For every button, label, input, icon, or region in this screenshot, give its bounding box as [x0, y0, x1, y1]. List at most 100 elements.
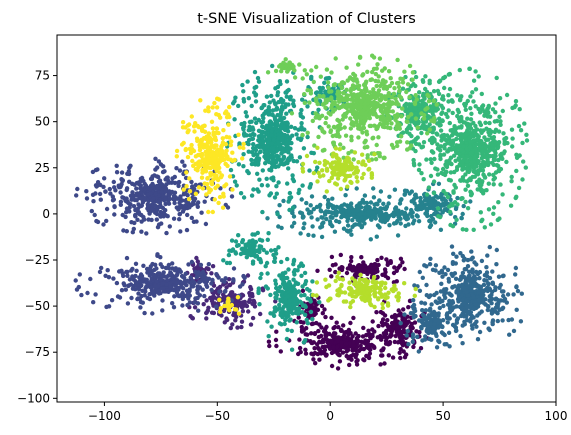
scatter-point: [493, 285, 498, 290]
scatter-point: [179, 281, 184, 287]
scatter-point: [446, 72, 451, 77]
scatter-point: [129, 220, 134, 225]
scatter-point: [238, 191, 244, 196]
scatter-point: [378, 362, 383, 367]
scatter-point: [155, 252, 160, 257]
scatter-point: [260, 113, 265, 118]
scatter-point: [94, 184, 99, 189]
scatter-point: [264, 176, 269, 181]
scatter-point: [165, 214, 170, 219]
scatter-point: [287, 318, 292, 323]
scatter-point: [314, 204, 320, 210]
scatter-point: [479, 156, 484, 161]
scatter-point: [345, 214, 350, 220]
scatter-point: [294, 320, 299, 325]
scatter-point: [435, 172, 441, 177]
scatter-point: [478, 139, 484, 144]
scatter-point: [378, 189, 384, 194]
scatter-point: [466, 177, 472, 183]
scatter-point: [104, 206, 110, 212]
scatter-point: [487, 153, 493, 159]
scatter-point: [446, 108, 451, 113]
scatter-point: [275, 84, 281, 90]
scatter-point: [450, 273, 455, 278]
scatter-point: [271, 162, 277, 167]
scatter-point: [229, 290, 234, 295]
scatter-point: [241, 132, 247, 137]
scatter-point: [439, 111, 444, 117]
scatter-point: [501, 273, 506, 278]
scatter-point: [85, 290, 90, 296]
scatter-point: [277, 284, 283, 290]
scatter-point: [445, 320, 450, 325]
scatter-point: [229, 238, 235, 243]
scatter-point: [160, 169, 166, 175]
scatter-point: [230, 322, 235, 327]
scatter-point: [392, 187, 398, 192]
scatter-point: [435, 167, 440, 172]
scatter-point: [142, 310, 147, 316]
scatter-point: [398, 321, 403, 326]
scatter-point: [510, 144, 515, 149]
scatter-point: [177, 168, 183, 173]
scatter-point: [260, 209, 265, 215]
scatter-point: [484, 265, 489, 270]
scatter-point: [410, 214, 415, 219]
scatter-point: [353, 353, 358, 358]
scatter-point: [515, 288, 521, 294]
scatter-point: [249, 161, 255, 167]
scatter-point: [300, 288, 306, 293]
scatter-point: [242, 275, 247, 280]
scatter-point: [395, 325, 400, 330]
scatter-point: [384, 257, 389, 262]
scatter-point: [406, 305, 411, 310]
scatter-point: [465, 293, 471, 298]
scatter-point: [450, 284, 455, 290]
scatter-point: [156, 284, 161, 289]
scatter-point: [292, 126, 298, 131]
scatter-point: [460, 341, 465, 346]
scatter-point: [163, 188, 169, 194]
scatter-point: [435, 88, 441, 94]
scatter-point: [289, 328, 294, 334]
scatter-point: [107, 186, 113, 192]
scatter-point: [445, 149, 450, 154]
scatter-point: [364, 333, 369, 338]
scatter-point: [402, 312, 407, 317]
scatter-point: [448, 222, 453, 228]
scatter-point: [103, 273, 108, 278]
scatter-point: [307, 288, 312, 293]
scatter-point: [464, 122, 470, 128]
scatter-point: [342, 333, 347, 338]
scatter-point: [456, 283, 461, 288]
scatter-point: [257, 177, 262, 182]
scatter-point: [463, 199, 468, 205]
scatter-point: [209, 281, 214, 286]
scatter-point: [355, 208, 360, 213]
scatter-point: [493, 305, 499, 310]
scatter-point: [453, 328, 459, 334]
scatter-point: [415, 334, 420, 339]
scatter-point: [106, 275, 112, 280]
scatter-point: [470, 90, 475, 95]
scatter-point: [486, 281, 491, 287]
scatter-point: [311, 151, 316, 156]
scatter-point: [493, 297, 498, 302]
scatter-point: [424, 328, 429, 333]
scatter-point: [129, 295, 134, 301]
scatter-point: [144, 231, 149, 236]
scatter-point: [125, 171, 130, 176]
scatter-point: [461, 203, 466, 209]
scatter-point: [180, 303, 185, 308]
scatter-point: [256, 117, 261, 123]
scatter-point: [395, 233, 401, 238]
scatter-point: [102, 176, 107, 181]
scatter-point: [476, 159, 481, 164]
scatter-point: [491, 211, 496, 216]
scatter-point: [329, 315, 334, 320]
scatter-point: [249, 157, 254, 163]
scatter-point: [210, 264, 216, 269]
scatter-point: [156, 159, 162, 164]
scatter-point: [517, 107, 522, 112]
scatter-point: [151, 196, 156, 201]
